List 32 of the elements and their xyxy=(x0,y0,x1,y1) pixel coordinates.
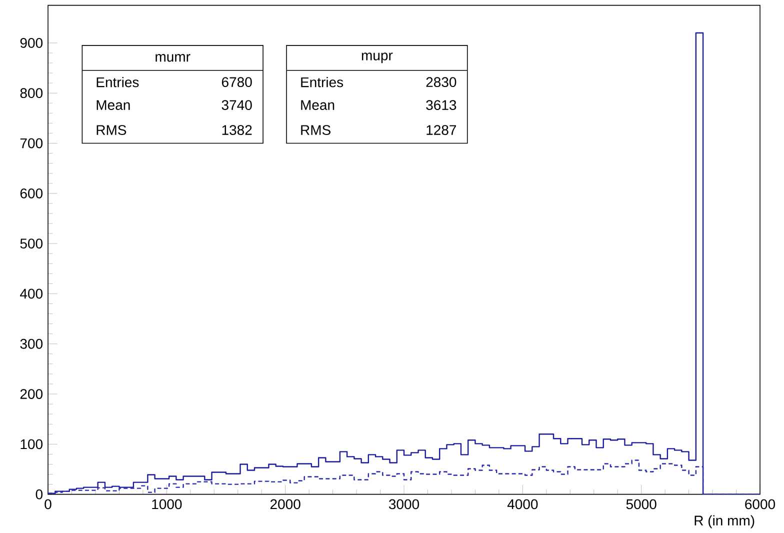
annotation: mumr xyxy=(156,54,190,62)
annotation: 1382 xyxy=(222,124,252,135)
y-tick-label: 200 xyxy=(20,388,43,399)
x-axis-title: R (in mm) xyxy=(694,515,754,528)
annotation: 6780 xyxy=(222,76,252,87)
annotation: 3613 xyxy=(426,100,456,110)
annotation: 3740 xyxy=(222,100,252,110)
y-tick-label: 300 xyxy=(20,338,43,349)
annotation: Mean xyxy=(96,100,130,110)
annotation: RMS xyxy=(96,124,126,135)
x-tick-label: 3000 xyxy=(388,499,420,510)
y-tick-label: 100 xyxy=(20,439,43,449)
annotation: Entries xyxy=(96,76,139,88)
x-tick-label: 2000 xyxy=(270,499,300,510)
y-tick-label: 800 xyxy=(20,88,43,98)
x-tick-label: 1000 xyxy=(152,499,182,510)
x-tick-label: 5000 xyxy=(626,499,656,510)
annotation: 2830 xyxy=(426,76,456,87)
y-tick-label: 700 xyxy=(20,138,43,148)
x-tick-label: 4000 xyxy=(507,499,538,510)
y-tick-label: 600 xyxy=(20,188,43,198)
y-tick-label: 400 xyxy=(20,288,43,299)
annotation: Mean xyxy=(301,100,334,110)
annotation: Entries xyxy=(301,76,344,88)
x-tick-label: 0 xyxy=(44,499,52,510)
y-tick-label: 0 xyxy=(36,489,43,500)
y-tick-label: 900 xyxy=(20,38,43,48)
y-tick-label: 500 xyxy=(20,238,43,248)
annotation: 1287 xyxy=(426,124,456,135)
annotation: RMS xyxy=(301,124,330,135)
x-tick-label: 6000 xyxy=(745,499,776,510)
annotation: mupr xyxy=(362,52,393,63)
